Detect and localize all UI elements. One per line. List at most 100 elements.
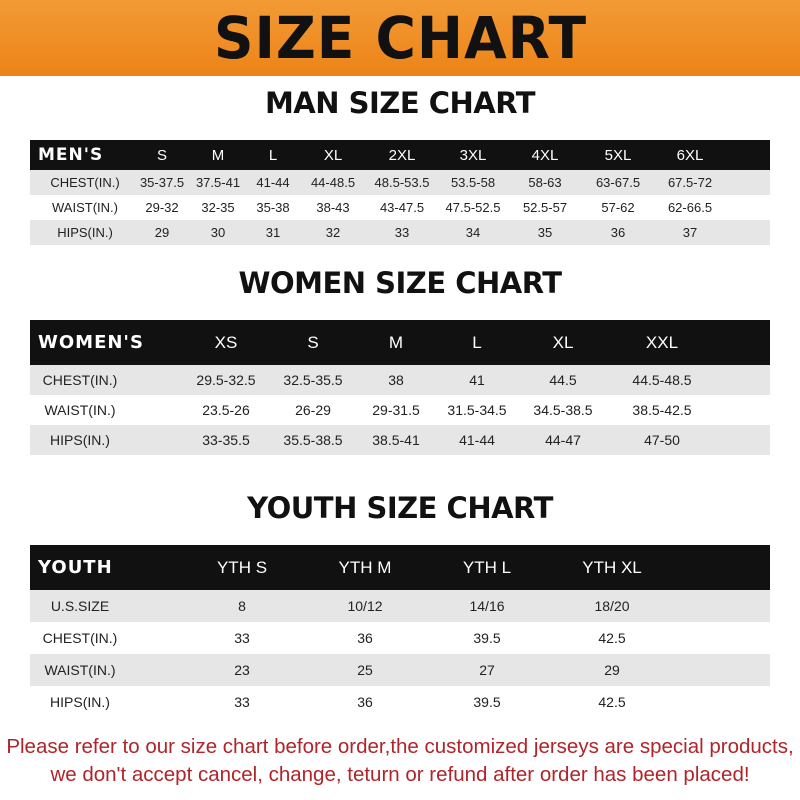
measurement-label: WAIST(IN.)	[44, 402, 116, 418]
youth-chart-title: YOUTH SIZE CHART	[247, 491, 553, 525]
table-label: MEN'S	[38, 145, 104, 165]
measurement-value: 44-47	[545, 432, 581, 448]
measurement-label: U.S.SIZE	[50, 598, 110, 614]
size-header: XL	[323, 146, 343, 164]
size-header: YTH L	[462, 557, 512, 577]
measurement-value: 23	[234, 662, 250, 678]
size-header: XL	[552, 332, 574, 352]
measurement-value: 33	[234, 630, 250, 646]
measurement-label: CHEST(IN.)	[42, 372, 118, 388]
measurement-value: 38.5-42.5	[632, 402, 692, 418]
measurement-value: 47-50	[644, 432, 680, 448]
measurement-value: 63-67.5	[595, 175, 641, 190]
measurement-value: 39.5	[473, 630, 501, 646]
measurement-value: 35-37.5	[139, 175, 185, 190]
measurement-value: 67.5-72	[667, 175, 713, 190]
measurement-value: 57-62	[601, 200, 635, 215]
measurement-value: 43-47.5	[379, 200, 425, 215]
size-header: M	[211, 146, 225, 164]
measurement-value: 29	[154, 225, 170, 240]
youth-header-row: YOUTH YTH S YTH M YTH L YTH XL	[30, 545, 770, 590]
size-chart-banner: SIZE CHART	[0, 0, 800, 76]
notice-line-1: Please refer to our size chart before or…	[6, 735, 794, 758]
measurement-value: 33	[234, 694, 250, 710]
measurement-value: 52.5-57	[522, 200, 568, 215]
measurement-value: 25	[357, 662, 373, 678]
measurement-value: 47.5-52.5	[445, 200, 501, 215]
size-header: 3XL	[459, 146, 487, 164]
measurement-value: 38-43	[316, 200, 350, 215]
measurement-value: 48.5-53.5	[374, 175, 430, 190]
measurement-value: 29	[604, 662, 620, 678]
table-row: U.S.SIZE 8 10/12 14/16 18/20	[30, 590, 770, 622]
measurement-value: 36	[357, 630, 373, 646]
table-row: HIPS(IN.) 29 30 31 32 33 34 35 36 37	[30, 220, 770, 245]
measurement-value: 38	[388, 372, 404, 388]
measurement-value: 23.5-26	[202, 402, 250, 418]
measurement-value: 29.5-32.5	[196, 372, 256, 388]
size-header: M	[388, 332, 404, 352]
measurement-value: 26-29	[295, 402, 331, 418]
measurement-value: 31	[265, 225, 281, 240]
size-header: L	[472, 332, 482, 352]
measurement-value: 33	[394, 225, 410, 240]
measurement-value: 33-35.5	[202, 432, 250, 448]
size-header: YTH XL	[582, 557, 642, 577]
measurement-value: 38.5-41	[372, 432, 420, 448]
size-header: 5XL	[604, 146, 632, 164]
measurement-value: 41-44	[459, 432, 495, 448]
size-header: YTH S	[216, 557, 268, 577]
table-label: YOUTH	[38, 557, 113, 578]
measurement-label: CHEST(IN.)	[50, 175, 120, 190]
measurement-label: WAIST(IN.)	[52, 200, 118, 215]
measurement-label: HIPS(IN.)	[50, 432, 110, 448]
measurement-value: 53.5-58	[450, 175, 496, 190]
size-header: 2XL	[388, 146, 416, 164]
measurement-label: CHEST(IN.)	[42, 630, 118, 646]
men-header-row: MEN'S S M L XL 2XL 3XL 4XL 5XL 6XL	[30, 140, 770, 170]
table-row: CHEST(IN.) 35-37.5 37.5-41 41-44 44-48.5 48.5…	[30, 170, 770, 195]
table-row: HIPS(IN.) 33 36 39.5 42.5	[30, 686, 770, 718]
measurement-value: 58-63	[528, 175, 562, 190]
measurement-value: 35.5-38.5	[283, 432, 343, 448]
measurement-value: 32	[325, 225, 341, 240]
size-header: XS	[214, 332, 238, 352]
measurement-value: 27	[479, 662, 495, 678]
measurement-value: 35	[537, 225, 553, 240]
measurement-value: 36	[610, 225, 626, 240]
measurement-value: 14/16	[469, 598, 505, 614]
measurement-value: 41	[469, 372, 485, 388]
table-row: CHEST(IN.) 33 36 39.5 42.5	[30, 622, 770, 654]
measurement-value: 32.5-35.5	[283, 372, 343, 388]
measurement-label: HIPS(IN.)	[50, 694, 110, 710]
women-chart-title: WOMEN SIZE CHART	[238, 266, 562, 300]
measurement-value: 41-44	[256, 175, 290, 190]
table-row: WAIST(IN.) 29-32 32-35 35-38 38-43 43-47.5 47.…	[30, 195, 770, 220]
measurement-value: 39.5	[473, 694, 501, 710]
measurement-value: 35-38	[256, 200, 290, 215]
measurement-label: HIPS(IN.)	[57, 225, 113, 240]
table-row: HIPS(IN.) 33-35.5 35.5-38.5 38.5-41 41-44 44-…	[30, 425, 770, 455]
size-header: 6XL	[676, 146, 704, 164]
banner-title: SIZE CHART	[213, 4, 587, 72]
measurement-value: 34.5-38.5	[533, 402, 593, 418]
measurement-value: 62-66.5	[667, 200, 713, 215]
size-header: L	[268, 146, 278, 164]
size-header: S	[156, 146, 168, 164]
table-row: WAIST(IN.) 23.5-26 26-29 29-31.5 31.5-34.5 34…	[30, 395, 770, 425]
measurement-value: 18/20	[594, 598, 630, 614]
size-header: S	[307, 332, 319, 352]
measurement-value: 29-32	[145, 200, 179, 215]
measurement-value: 10/12	[347, 598, 383, 614]
measurement-value: 31.5-34.5	[447, 402, 507, 418]
measurement-value: 44.5-48.5	[632, 372, 692, 388]
size-header: YTH M	[338, 557, 392, 577]
measurement-value: 37	[682, 225, 698, 240]
women-header-row: WOMEN'S XS S M L XL XXL	[30, 320, 770, 365]
table-label: WOMEN'S	[38, 332, 144, 353]
measurement-value: 30	[210, 225, 226, 240]
measurement-value: 34	[465, 225, 481, 240]
measurement-value: 37.5-41	[195, 175, 241, 190]
size-header: XXL	[645, 332, 679, 352]
notice-line-2: we don't accept cancel, change, teturn o…	[50, 763, 750, 786]
